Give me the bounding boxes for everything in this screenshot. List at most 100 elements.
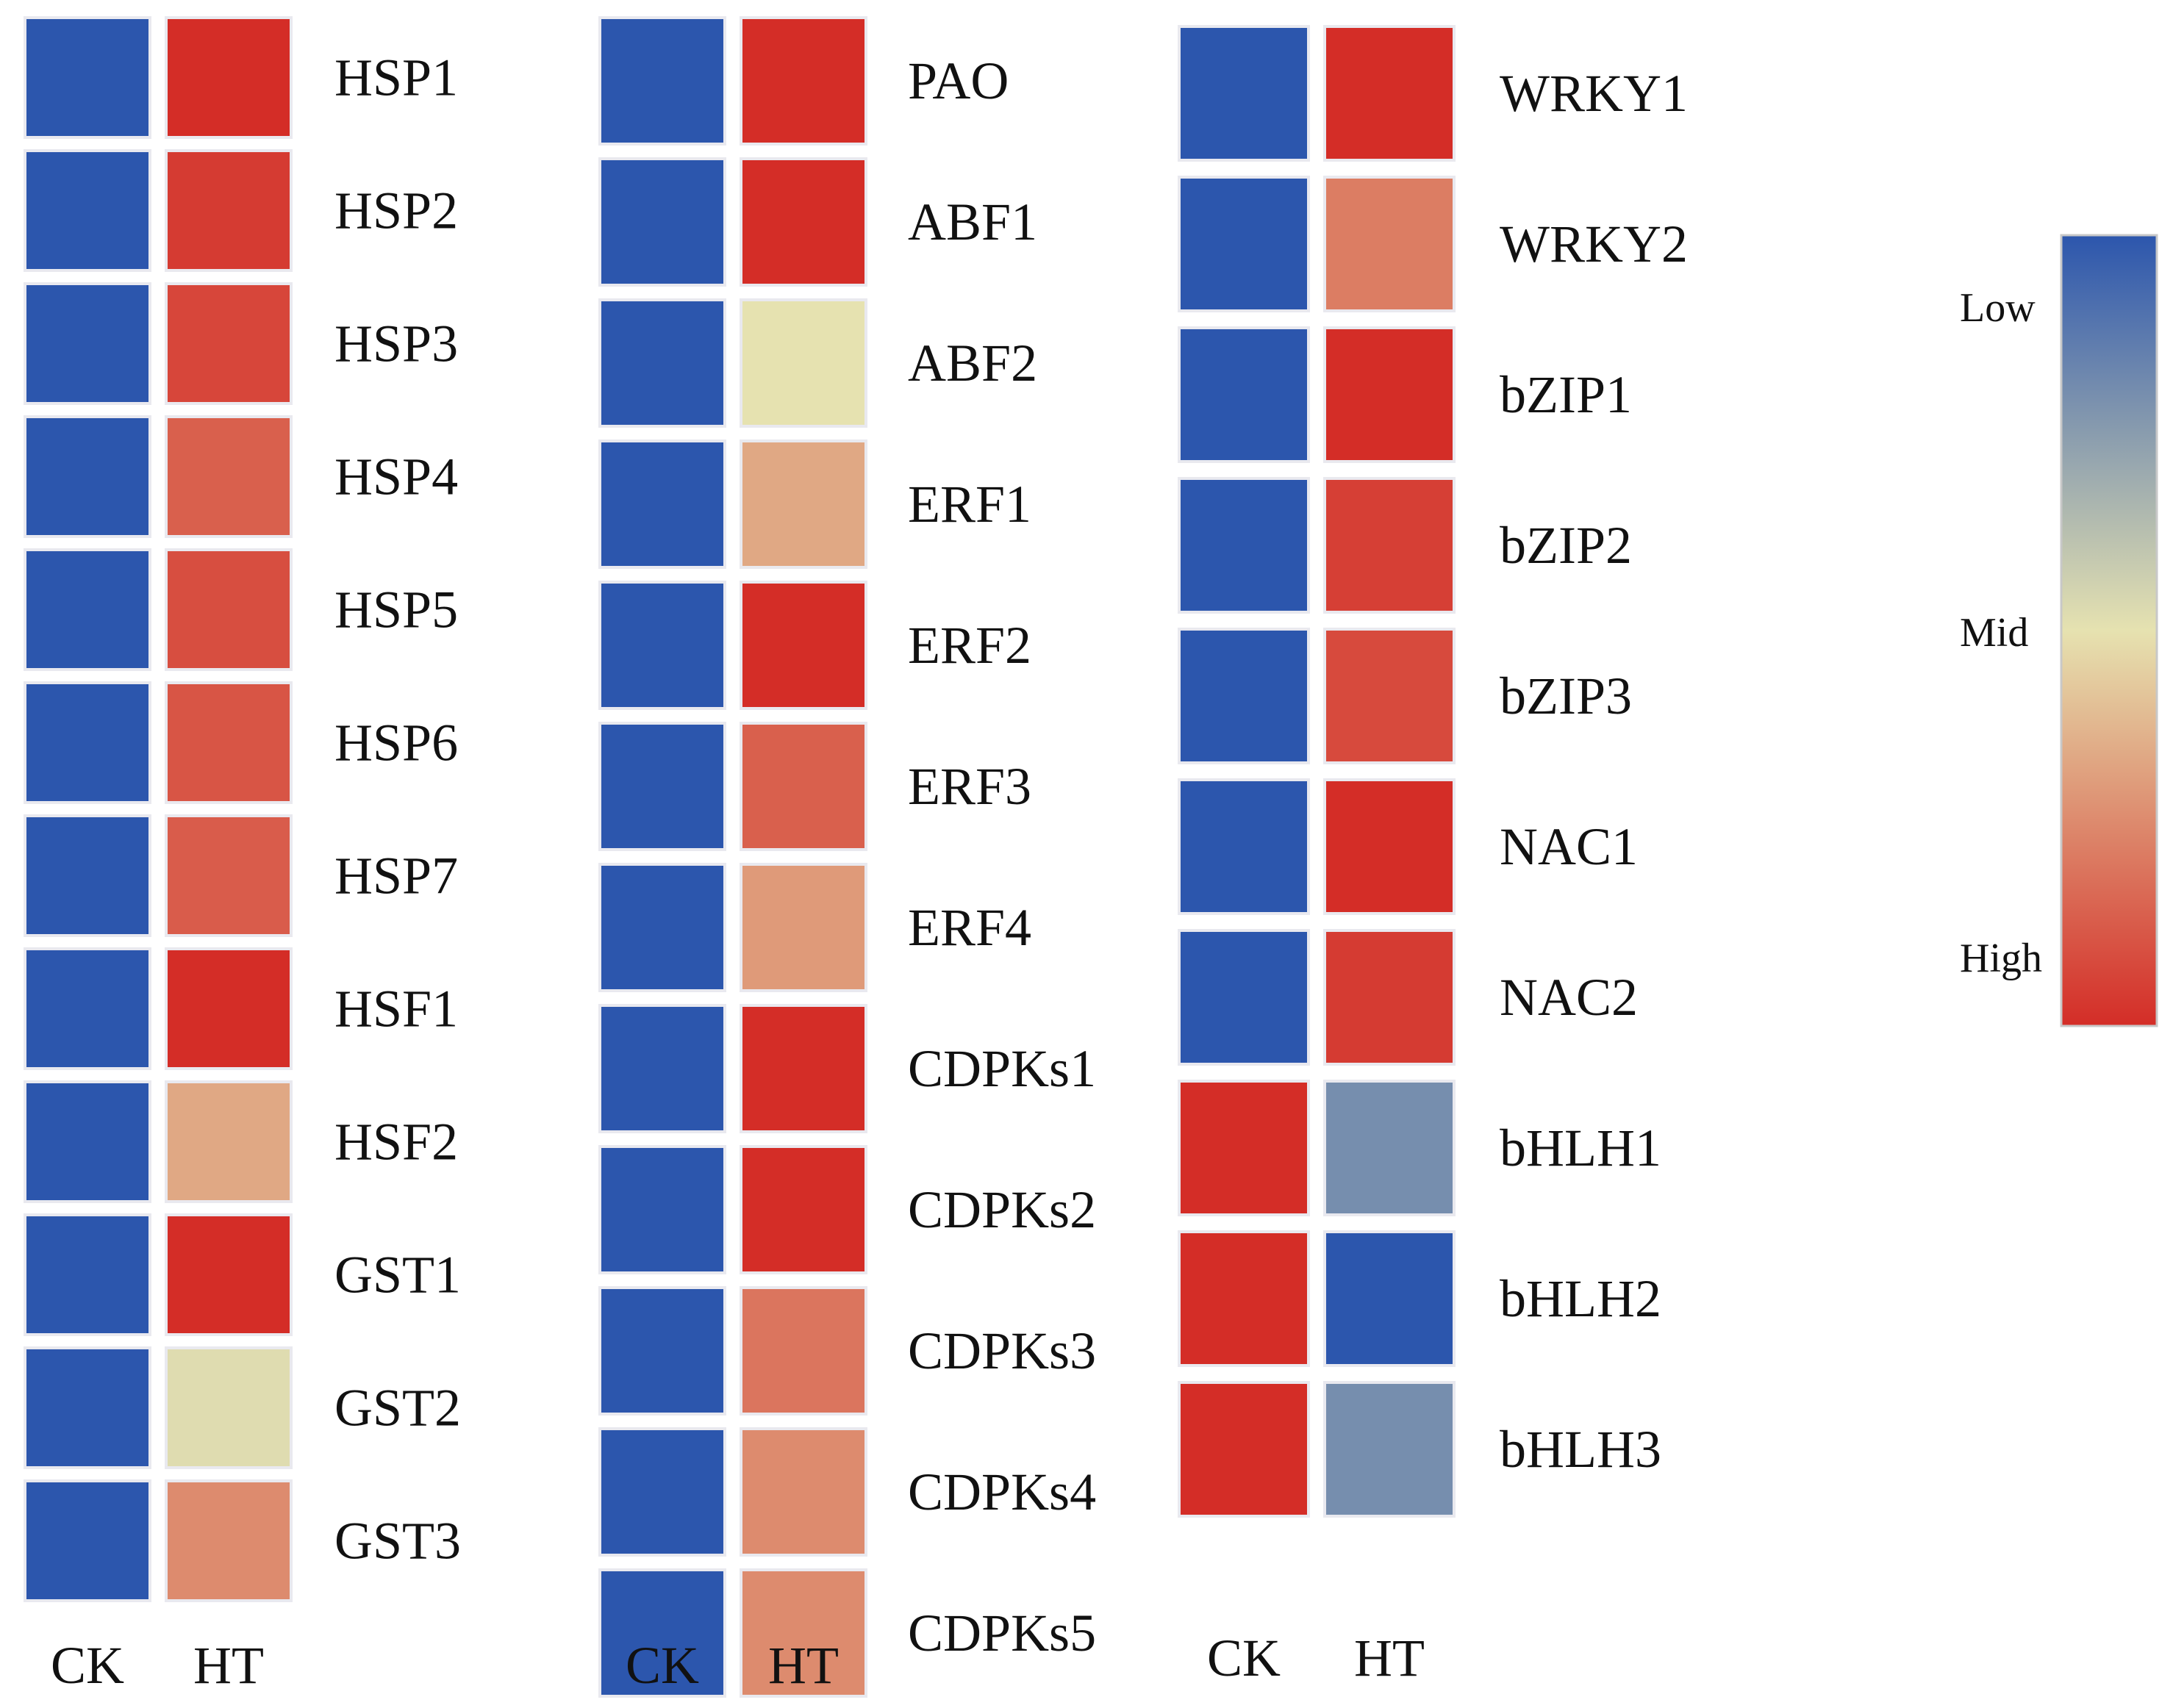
heatmap-cell-erf2-ck — [598, 581, 726, 710]
heatmap-cell-bzip3-ck — [1178, 628, 1310, 764]
gene-label-cdpks4: CDPKs4 — [908, 1463, 1096, 1521]
gene-label-bhlh1: bHLH1 — [1500, 1119, 1661, 1177]
heatmap-panels: HSP1 HSP2 HSP3 HSP4 HSP5 HSP6 HSP7 HSF1 HSF2 GST1… — [24, 16, 1688, 1698]
heatmap-cell-hsp2-ht — [165, 149, 293, 272]
gene-label-hsf1: HSF1 — [334, 980, 458, 1038]
gene-label-abf1: ABF1 — [908, 193, 1037, 251]
gene-label-hsp1: HSP1 — [334, 49, 458, 107]
legend-high-label: High — [1960, 936, 2042, 981]
heatmap-cell-abf2-ck — [598, 298, 726, 428]
heatmap-cell-cdpks2-ck — [598, 1145, 726, 1274]
heatmap-cell-hsp3-ck — [24, 282, 151, 405]
legend-low-label: Low — [1960, 285, 2036, 331]
gene-label-bzip3: bZIP3 — [1500, 667, 1632, 725]
gene-label-wrky1: WRKY1 — [1500, 64, 1688, 123]
heatmap-cell-cdpks2-ht — [740, 1145, 867, 1274]
heatmap-cell-wrky2-ht — [1323, 176, 1456, 312]
heatmap-cell-bzip1-ht — [1323, 326, 1456, 463]
heatmap-cell-bhlh1-ck — [1178, 1080, 1310, 1216]
heatmap-panel-1: HSP1 HSP2 HSP3 HSP4 HSP5 HSP6 HSP7 HSF1 HSF2 GST1… — [24, 16, 461, 1695]
heatmap-cell-hsf2-ht — [165, 1080, 293, 1203]
gene-label-gst1: GST1 — [334, 1246, 461, 1305]
heatmap-cell-wrky2-ck — [1178, 176, 1310, 312]
heatmap-cell-hsp7-ck — [24, 814, 151, 937]
heatmap-cell-bhlh3-ht — [1323, 1381, 1456, 1518]
heatmap-cell-cdpks4-ht — [740, 1427, 867, 1557]
gene-label-bhlh3: bHLH3 — [1500, 1420, 1661, 1479]
gene-label-hsf2: HSF2 — [334, 1113, 458, 1171]
column-label-ck: CK — [1207, 1629, 1281, 1687]
heatmap-cell-hsp1-ht — [165, 16, 293, 139]
gene-label-hsp5: HSP5 — [334, 581, 458, 639]
heatmap-cell-pao-ck — [598, 16, 726, 146]
column-label-ck: CK — [51, 1636, 124, 1695]
column-label-ck: CK — [626, 1636, 699, 1695]
heatmap-cell-erf1-ht — [740, 439, 867, 569]
heatmap-cell-hsp4-ck — [24, 415, 151, 538]
gene-label-erf2: ERF2 — [908, 616, 1031, 675]
gene-label-cdpks5: CDPKs5 — [908, 1604, 1096, 1662]
legend-mid-label: Mid — [1960, 610, 2028, 656]
gene-label-erf1: ERF1 — [908, 475, 1031, 534]
color-scale-bar — [2060, 234, 2158, 1027]
heatmap-cell-hsp5-ck — [24, 548, 151, 671]
heatmap-cell-erf3-ck — [598, 722, 726, 851]
heatmap-cell-cdpks4-ck — [598, 1427, 726, 1557]
heatmap-cell-gst3-ck — [24, 1479, 151, 1602]
heatmap-cell-hsf1-ck — [24, 947, 151, 1070]
heatmap-cell-gst2-ht — [165, 1346, 293, 1469]
heatmap-cell-abf1-ht — [740, 157, 867, 287]
gene-label-erf3: ERF3 — [908, 757, 1031, 816]
gene-label-cdpks3: CDPKs3 — [908, 1321, 1096, 1380]
heatmap-panel-2: PAO ABF1 ABF2 ERF1 ERF2 ERF3 ERF4 CDPKs1 CDPKs2 C… — [598, 16, 1096, 1698]
column-label-ht: HT — [1354, 1629, 1425, 1687]
gene-label-nac1: NAC1 — [1500, 817, 1638, 876]
heatmap-cell-cdpks5-ck — [598, 1568, 726, 1698]
heatmap-cell-bhlh2-ck — [1178, 1230, 1310, 1367]
gene-label-abf2: ABF2 — [908, 334, 1037, 392]
heatmap-cell-nac1-ht — [1323, 778, 1456, 915]
gene-label-cdpks2: CDPKs2 — [908, 1180, 1096, 1239]
heatmap-cell-hsf2-ck — [24, 1080, 151, 1203]
heatmap-cell-abf1-ck — [598, 157, 726, 287]
heatmap-cell-bhlh2-ht — [1323, 1230, 1456, 1367]
gene-label-hsp2: HSP2 — [334, 182, 458, 240]
heatmap-cell-bzip1-ck — [1178, 326, 1310, 463]
heatmap-cell-erf4-ht — [740, 863, 867, 992]
heatmap-cell-cdpks5-ht — [740, 1568, 867, 1698]
gene-label-bzip1: bZIP1 — [1500, 365, 1632, 424]
heatmap-cell-gst1-ht — [165, 1213, 293, 1336]
heatmap-cell-gst2-ck — [24, 1346, 151, 1469]
heatmap-cell-cdpks1-ck — [598, 1004, 726, 1133]
heatmap-cell-cdpks3-ht — [740, 1286, 867, 1415]
heatmap-cell-hsp6-ck — [24, 681, 151, 804]
heatmap-cell-cdpks1-ht — [740, 1004, 867, 1133]
heatmap-panel-3: WRKY1 WRKY2 bZIP1 bZIP2 bZIP3 NAC1 NAC2 bHLH1 bH… — [1178, 25, 1688, 1687]
heatmap-cell-abf2-ht — [740, 298, 867, 428]
heatmap-cell-bhlh3-ck — [1178, 1381, 1310, 1518]
heatmap-cell-bzip3-ht — [1323, 628, 1456, 764]
column-label-ht: HT — [768, 1636, 839, 1695]
heatmap-cell-bzip2-ck — [1178, 477, 1310, 614]
gene-label-bzip2: bZIP2 — [1500, 516, 1632, 575]
gene-label-hsp6: HSP6 — [334, 714, 458, 772]
gene-label-hsp3: HSP3 — [334, 315, 458, 373]
heatmap-cell-cdpks3-ck — [598, 1286, 726, 1415]
column-label-ht: HT — [193, 1636, 264, 1695]
heatmap-cell-gst3-ht — [165, 1479, 293, 1602]
heatmap-cell-nac1-ck — [1178, 778, 1310, 915]
heatmap-cell-hsp3-ht — [165, 282, 293, 405]
heatmap-cell-gst1-ck — [24, 1213, 151, 1336]
heatmap-cell-erf2-ht — [740, 581, 867, 710]
gene-label-gst2: GST2 — [334, 1379, 461, 1438]
heatmap-cell-bhlh1-ht — [1323, 1080, 1456, 1216]
gene-label-cdpks1: CDPKs1 — [908, 1039, 1096, 1098]
heatmap-cell-erf1-ck — [598, 439, 726, 569]
heatmap-cell-hsp5-ht — [165, 548, 293, 671]
heatmap-cell-pao-ht — [740, 16, 867, 146]
heatmap-cell-hsp2-ck — [24, 149, 151, 272]
heatmap-cell-hsp6-ht — [165, 681, 293, 804]
gene-label-pao: PAO — [908, 51, 1009, 110]
heatmap-cell-wrky1-ht — [1323, 25, 1456, 162]
heatmap-cell-wrky1-ck — [1178, 25, 1310, 162]
